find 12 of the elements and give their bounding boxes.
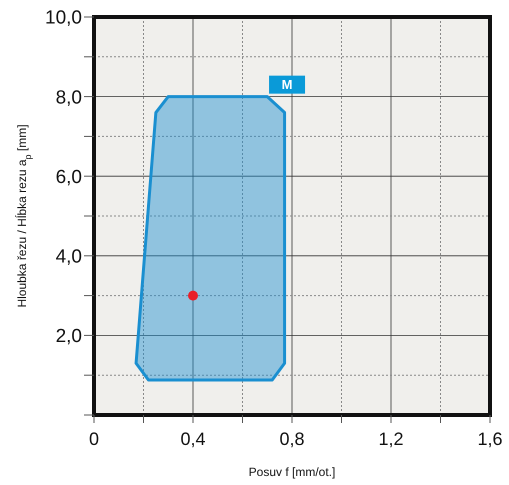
y-tick-label: 8,0 [56,87,82,108]
y-tick-label: 6,0 [56,166,82,188]
x-tick-label: 0 [88,429,100,449]
x-tick-label: 0,4 [180,429,206,449]
x-tick-label: 1,6 [477,429,503,449]
x-axis-title: Posuv f [mm/ot.] [248,465,336,479]
x-tick-label: 1,2 [378,429,404,449]
y-tick-label: 4,0 [56,246,82,268]
y-tick-label: 2,0 [56,326,82,348]
y-tick-label: 10,0 [45,8,82,29]
annotation: M [282,77,292,92]
x-tick-label: 0,8 [279,429,305,449]
